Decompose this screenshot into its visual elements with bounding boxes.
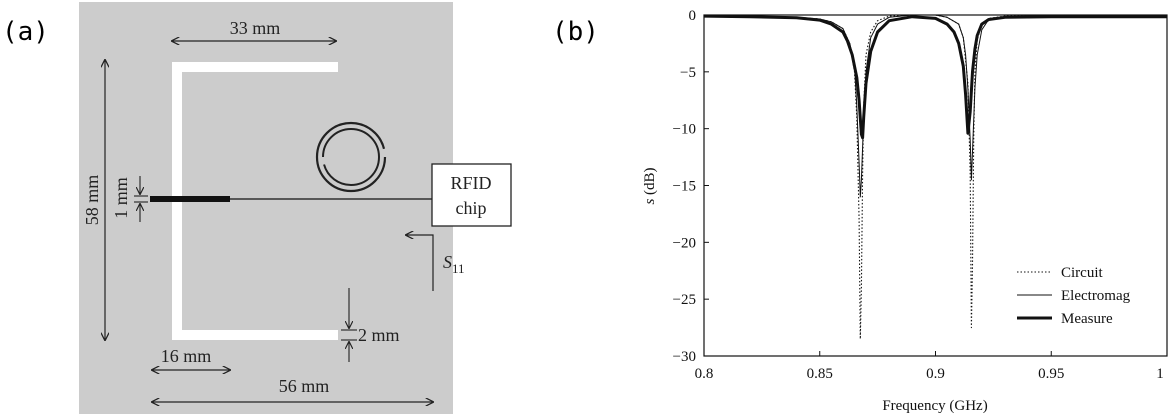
series-electromag [703,14,1168,198]
rfid-chip-label-line1: RFID [450,173,491,193]
axis-ticks: 0.8 0.85 0.9 0.95 1 0 −5 −10 −15 −20 −25 −30 [673,8,1168,382]
port-arrow [406,235,434,291]
x-tick-label: 0.85 [807,366,833,382]
y-tick-label: −25 [673,292,696,308]
split-ring-resonator [315,121,387,193]
y-tick-label: 0 [689,8,697,24]
y-axis-title: s (dB) [642,167,658,204]
legend: Circuit Electromag Measure [1017,265,1131,327]
y-tick-label: −15 [673,179,696,195]
y-tick-label: −20 [673,235,696,251]
legend-label-circuit: Circuit [1061,265,1103,281]
y-tick-label: −30 [673,349,696,365]
x-tick-label: 0.9 [926,366,945,382]
s11-plot: 0.8 0.85 0.9 0.95 1 0 −5 −10 −15 −20 −25 −30 Circui… [642,8,1168,414]
legend-label-measure: Measure [1061,311,1113,327]
x-axis-title: Frequency (GHz) [882,398,987,414]
rfid-chip-box [431,163,512,227]
plot-frame [703,14,1168,357]
series-lines [703,14,1168,340]
dim-1mm-label: 1 mm [111,177,131,219]
y-tick-label: −10 [673,122,696,138]
x-tick-label: 1 [1156,366,1164,382]
series-measure [703,14,1167,140]
x-tick-label: 0.95 [1038,366,1064,382]
feed-strip [150,196,230,202]
port-label: S11 [443,252,465,276]
legend-label-electromag: Electromag [1061,288,1131,304]
dim-33mm-label: 33 mm [230,18,281,38]
panel-a-label: (a) [2,17,49,47]
panel-b-label: (b) [552,17,599,47]
dim-56mm-label: 56 mm [279,376,330,396]
dim-58mm-label: 58 mm [82,175,102,226]
dim-16mm-label: 16 mm [161,346,212,366]
dim-2mm-label: 2 mm [358,325,400,345]
dim-2mm-arrows [341,288,357,362]
rfid-chip-label-line2: chip [456,198,487,218]
dim-1mm-arrows [134,176,148,222]
x-tick-label: 0.8 [695,366,714,382]
y-tick-label: −5 [680,65,696,81]
